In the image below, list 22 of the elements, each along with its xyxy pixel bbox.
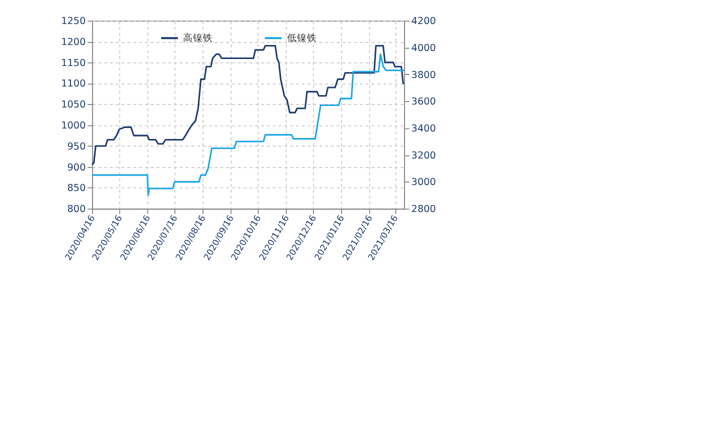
y2-tick-label: 3600 [411, 96, 436, 108]
y-tick-label: 1200 [61, 36, 86, 48]
y-tick-label: 900 [67, 162, 86, 174]
y-tick-label: 1000 [61, 120, 86, 132]
y2-tick-label: 3200 [411, 150, 436, 162]
y2-tick-label: 4200 [411, 16, 436, 28]
y-tick-label: 1050 [61, 100, 86, 111]
y2-tick-label: 4000 [411, 42, 436, 54]
y2-tick-label: 3800 [411, 70, 436, 81]
y2-tick-label: 2800 [411, 204, 436, 216]
legend-label: 低镍铁 [286, 32, 317, 44]
y-tick-label: 1250 [61, 16, 86, 28]
line-series [91, 53, 405, 196]
y-tick-label: 1150 [61, 58, 86, 69]
y2-tick-label: 3000 [411, 177, 436, 188]
legend-label: 高镍铁 [183, 32, 214, 44]
y-tick-label: 950 [67, 141, 86, 152]
y2-tick-label: 3400 [411, 123, 436, 134]
y-tick-label: 850 [67, 183, 86, 194]
y-tick-label: 1100 [61, 78, 86, 90]
y-tick-label: 800 [67, 204, 86, 216]
line-series [91, 44, 405, 166]
